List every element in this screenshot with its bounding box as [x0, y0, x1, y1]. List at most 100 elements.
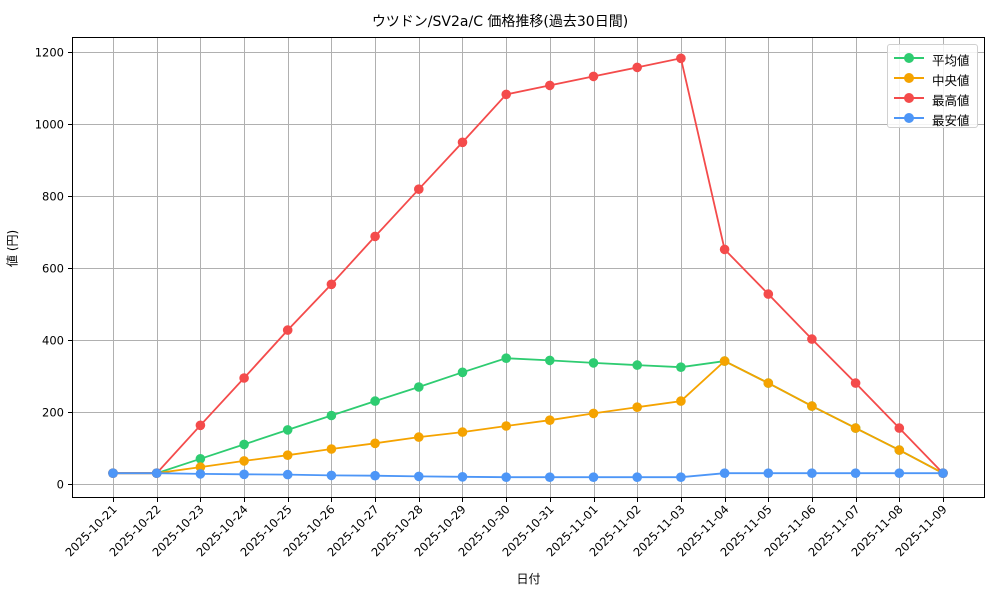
- data-point-marker: [632, 360, 642, 370]
- grid-lines: [72, 37, 985, 498]
- legend-item-median: 中央値: [888, 68, 977, 88]
- data-point-marker: [807, 401, 817, 411]
- legend-marker-icon: [904, 113, 914, 123]
- data-point-marker: [632, 402, 642, 413]
- y-tick-label: 800: [42, 190, 64, 204]
- data-point-marker: [588, 358, 599, 368]
- legend-item-min: 最安値: [888, 108, 977, 128]
- data-point-marker: [763, 468, 774, 479]
- legend-marker-icon: [904, 73, 914, 83]
- x-axis: 2025-10-212025-10-222025-10-232025-10-24…: [62, 498, 950, 559]
- data-point-marker: [501, 472, 512, 483]
- data-point-marker: [326, 470, 337, 481]
- data-point-marker: [676, 362, 686, 373]
- data-point-marker: [282, 450, 293, 461]
- y-tick-label: 0: [57, 478, 64, 492]
- series-line: [113, 357, 944, 475]
- legend-marker-icon: [904, 93, 914, 103]
- data-point-marker: [239, 469, 249, 480]
- x-axis-label: 日付: [516, 572, 541, 586]
- data-point-marker: [370, 470, 380, 481]
- data-point-marker: [763, 289, 774, 299]
- data-point-marker: [195, 469, 206, 479]
- data-point-marker: [457, 427, 468, 437]
- data-point-marker: [545, 415, 555, 426]
- data-point-marker: [501, 421, 512, 431]
- data-point-marker: [676, 396, 686, 406]
- series-lines: [108, 53, 948, 483]
- data-point-marker: [894, 445, 905, 455]
- series-中央値: [108, 356, 948, 479]
- data-point-marker: [282, 469, 293, 480]
- data-point-marker: [545, 80, 555, 91]
- y-tick-label: 400: [42, 334, 64, 348]
- data-point-marker: [457, 137, 468, 148]
- legend-item-max: 最高値: [888, 88, 977, 108]
- data-point-marker: [414, 471, 424, 482]
- data-point-marker: [545, 472, 555, 483]
- series-line: [113, 57, 944, 475]
- chart-title: ウツドン/SV2a/C 価格推移(過去30日間): [371, 14, 629, 30]
- data-point-marker: [938, 468, 948, 479]
- series-line: [113, 360, 944, 475]
- data-point-marker: [239, 456, 249, 466]
- data-point-marker: [676, 472, 686, 483]
- data-point-marker: [151, 468, 162, 479]
- data-point-marker: [588, 71, 599, 82]
- data-point-marker: [370, 438, 380, 449]
- data-point-marker: [894, 468, 905, 479]
- data-point-marker: [588, 408, 599, 419]
- data-point-marker: [108, 468, 118, 479]
- series-平均値: [108, 353, 948, 479]
- legend-item-average: 平均値: [888, 48, 977, 68]
- data-point-marker: [850, 468, 861, 479]
- data-point-marker: [457, 472, 468, 482]
- data-point-marker: [282, 325, 293, 335]
- y-tick-label: 200: [42, 406, 64, 420]
- y-tick-label: 1200: [35, 46, 64, 60]
- data-point-marker: [719, 356, 730, 366]
- plot-frame: [72, 37, 985, 498]
- data-point-marker: [195, 420, 206, 431]
- y-tick-label: 600: [42, 262, 64, 276]
- data-point-marker: [807, 334, 817, 344]
- data-point-marker: [719, 244, 730, 255]
- series-最安値: [108, 468, 948, 483]
- data-point-marker: [545, 355, 555, 366]
- legend-label: 最高値: [932, 93, 970, 108]
- data-point-marker: [457, 367, 468, 378]
- data-point-marker: [370, 396, 380, 406]
- data-point-marker: [676, 53, 686, 64]
- data-point-marker: [326, 279, 337, 290]
- series-最高値: [108, 53, 948, 479]
- data-point-marker: [588, 472, 599, 483]
- data-point-marker: [894, 423, 905, 433]
- data-point-marker: [719, 468, 730, 479]
- data-point-marker: [414, 382, 424, 392]
- data-point-marker: [414, 184, 424, 194]
- data-point-marker: [501, 353, 512, 364]
- data-point-marker: [414, 432, 424, 442]
- legend: 平均値 中央値 最高値 最安値: [887, 44, 978, 128]
- legend-label: 平均値: [932, 53, 970, 68]
- data-point-marker: [326, 410, 337, 421]
- legend-label: 最安値: [932, 113, 970, 128]
- legend-marker-icon: [904, 53, 914, 63]
- data-point-marker: [195, 454, 206, 464]
- data-point-marker: [370, 231, 380, 242]
- data-point-marker: [239, 373, 249, 383]
- data-point-marker: [850, 423, 861, 433]
- series-line: [113, 472, 943, 479]
- data-point-marker: [632, 472, 642, 483]
- data-point-marker: [326, 444, 337, 454]
- data-point-marker: [807, 468, 817, 479]
- data-point-marker: [501, 89, 512, 100]
- data-point-marker: [195, 462, 206, 472]
- legend-label: 中央値: [932, 73, 970, 88]
- data-point-marker: [282, 425, 293, 435]
- data-point-marker: [239, 439, 249, 450]
- data-point-marker: [763, 378, 774, 388]
- y-tick-label: 1000: [35, 118, 64, 132]
- data-point-marker: [850, 378, 861, 388]
